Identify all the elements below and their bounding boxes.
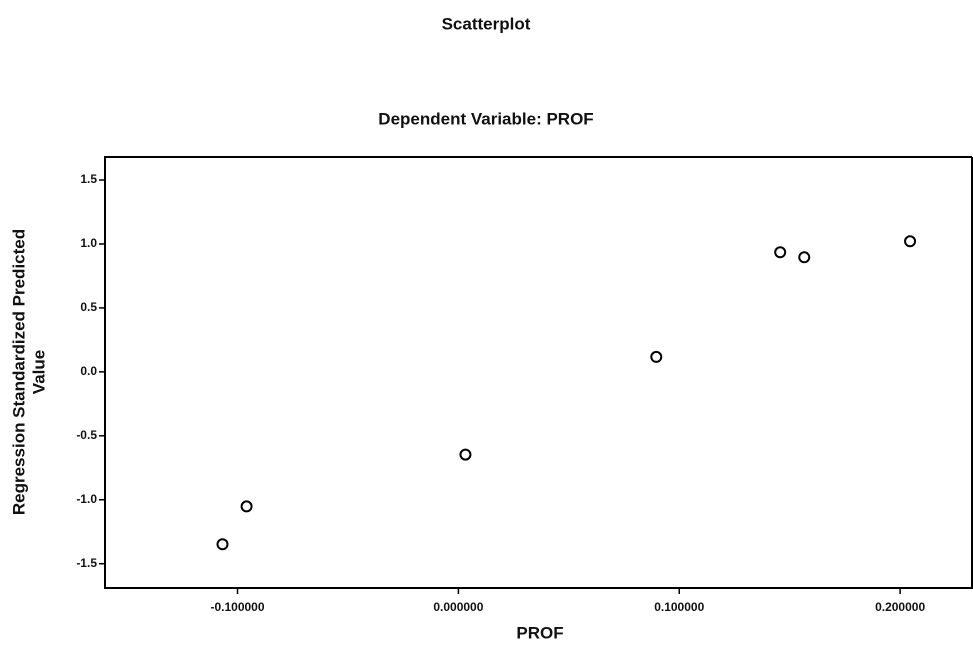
plot-frame [104,156,973,589]
y-axis-label: Regression Standardized Predicted [9,229,28,515]
x-axis-label: PROF [516,623,563,642]
y-axis-label: Value [29,350,48,394]
point [650,350,663,363]
x-tick-label: 0.200000 [875,600,925,614]
chart-title: Scatterplot [442,14,531,33]
y-tick-label: 0.0 [80,364,97,378]
y-tick-label: -0.5 [76,428,97,442]
point [216,538,229,551]
point [904,235,917,248]
y-tick-label: 1.5 [80,172,97,186]
y-tick-label: -1.5 [76,556,97,570]
y-tick-label: 0.5 [80,300,97,314]
y-tick-label: 1.0 [80,236,97,250]
x-tick-label: 0.000000 [433,600,483,614]
point [798,251,811,264]
point [774,246,787,259]
chart-subtitle: Dependent Variable: PROF [378,109,593,128]
x-tick-label: 0.100000 [654,600,704,614]
point [459,448,472,461]
x-tick-label: -0.100000 [210,600,264,614]
y-tick-label: -1.0 [76,492,97,506]
point [240,500,253,513]
